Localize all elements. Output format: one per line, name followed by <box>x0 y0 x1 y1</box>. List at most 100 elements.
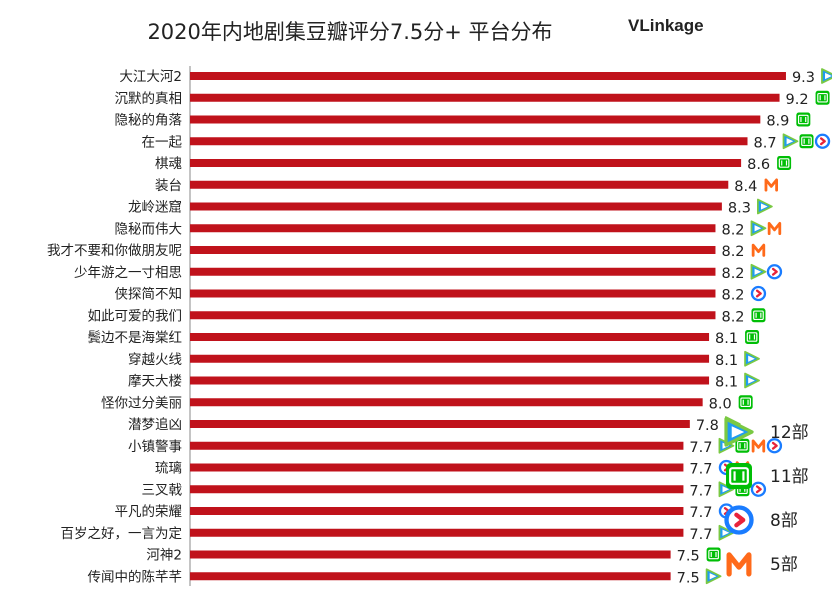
iqiyi-icon <box>751 308 766 323</box>
legend-label: 11部 <box>770 467 809 487</box>
bar-row: 传闻中的陈芊芊 7.5 <box>88 568 722 586</box>
bar <box>190 441 684 450</box>
bar-row: 河神2 7.5 <box>146 547 721 565</box>
bar-row: 鬓边不是海棠红 8.1 <box>88 330 760 347</box>
bar-row: 在一起 8.7 <box>142 133 831 151</box>
tencent-icon <box>782 133 799 150</box>
bar-row: 穿越火线 8.1 <box>128 350 760 369</box>
bar <box>190 463 684 472</box>
bar-row: 小镇警事 7.7 <box>128 437 783 456</box>
bar <box>190 354 710 363</box>
bar-row: 大江大河2 9.3 <box>119 68 832 86</box>
tick-label: 传闻中的陈芊芊 <box>88 568 183 585</box>
tick-label: 沉默的真相 <box>115 91 183 107</box>
bar-row: 隐秘的角落 8.9 <box>115 112 811 130</box>
tencent-icon <box>744 372 760 389</box>
data-label: 8.2 <box>721 266 744 282</box>
bar-row: 侠探简不知 8.2 <box>115 286 767 304</box>
bar <box>190 267 716 276</box>
bar-row: 琉璃 7.7 <box>155 460 750 478</box>
tencent-icon <box>821 68 832 84</box>
tick-label: 潜梦追凶 <box>128 417 182 433</box>
data-label: 8.3 <box>728 201 751 217</box>
data-label: 8.0 <box>709 396 732 412</box>
tick-label: 少年游之一寸相思 <box>74 265 182 281</box>
tick-label: 大江大河2 <box>119 69 182 85</box>
bar <box>190 398 703 407</box>
bar-row: 百岁之好，一言为定 7.7 <box>61 524 735 543</box>
bar <box>190 572 671 581</box>
iqiyi-icon <box>735 438 750 453</box>
bar <box>190 72 786 80</box>
bar-row: 平凡的荣耀 7.7 <box>115 503 735 521</box>
data-label: 7.7 <box>689 462 712 478</box>
bar-rows: 大江大河2 9.3 沉默的真相 9.2 隐秘的角落 8.9 在一起 8.7 棋魂 8.6 装台 8.4… <box>47 68 832 586</box>
youku-icon <box>750 481 767 497</box>
bar <box>190 507 684 515</box>
data-label: 8.9 <box>766 114 789 130</box>
chart-title: 2020年内地剧集豆瓣评分7.5分+ 平台分布 <box>147 20 553 44</box>
data-label: 8.6 <box>747 157 770 173</box>
tick-label: 如此可爱的我们 <box>88 308 183 324</box>
data-label: 8.2 <box>721 309 744 325</box>
bar <box>190 159 742 167</box>
legend-item: 11部 <box>726 463 809 489</box>
data-label: 9.3 <box>792 70 815 86</box>
mgtv-icon <box>751 243 766 257</box>
bar <box>190 246 716 254</box>
bar <box>190 376 710 385</box>
iqiyi-icon <box>706 547 721 562</box>
bar <box>190 93 780 102</box>
tick-label: 百岁之好，一言为定 <box>61 526 183 542</box>
mgtv-icon <box>767 221 782 235</box>
tick-label: 在一起 <box>142 134 183 150</box>
data-label: 8.4 <box>734 179 757 195</box>
legend-label: 8部 <box>770 511 798 531</box>
tick-label: 穿越火线 <box>128 352 182 368</box>
data-label: 7.7 <box>689 527 712 543</box>
bar <box>190 550 671 559</box>
iqiyi-icon <box>745 330 760 344</box>
vlinkage-logo: VLinkage <box>628 16 704 35</box>
bar <box>190 224 716 233</box>
tick-label: 隐秘的角落 <box>115 113 183 129</box>
youku-icon <box>766 438 783 454</box>
tick-label: 侠探简不知 <box>115 286 183 303</box>
tick-label: 怪你过分美丽 <box>101 395 182 411</box>
tencent-icon <box>705 568 722 585</box>
data-label: 7.7 <box>689 440 712 456</box>
tencent-icon <box>744 350 760 367</box>
bar-row: 摩天大楼 8.1 <box>128 372 760 391</box>
bar-row: 如此可爱的我们 8.2 <box>88 308 766 325</box>
bar-row: 装台 8.4 <box>155 178 779 195</box>
data-label: 7.8 <box>696 418 719 434</box>
data-label: 7.5 <box>677 570 700 586</box>
iqiyi-icon <box>815 90 830 105</box>
tick-label: 我才不要和你做朋友呢 <box>47 243 182 259</box>
mgtv-icon <box>764 178 779 192</box>
tick-label: 平凡的荣耀 <box>115 504 183 520</box>
bar-row: 隐秘而伟大 8.2 <box>115 220 782 238</box>
data-label: 8.2 <box>721 222 744 238</box>
legend-item: 8部 <box>724 505 798 535</box>
tick-label: 隐秘而伟大 <box>115 221 183 237</box>
data-label: 8.2 <box>721 288 744 304</box>
bar <box>190 420 690 428</box>
iqiyi-icon <box>726 463 752 489</box>
youku-icon <box>724 505 754 535</box>
tick-label: 鬓边不是海棠红 <box>88 330 183 346</box>
data-label: 8.1 <box>715 331 738 347</box>
youku-icon <box>814 133 831 149</box>
data-label: 8.7 <box>754 135 777 151</box>
bar <box>190 333 710 341</box>
bar <box>190 485 684 494</box>
tencent-icon <box>750 263 767 280</box>
legend-item: 12部 <box>724 417 809 447</box>
tick-label: 装台 <box>155 178 182 194</box>
bar <box>190 311 716 320</box>
bar-row: 棋魂 8.6 <box>155 156 792 173</box>
bar-row: 我才不要和你做朋友呢 8.2 <box>47 243 766 260</box>
tencent-icon <box>750 220 767 237</box>
youku-icon <box>766 264 783 280</box>
